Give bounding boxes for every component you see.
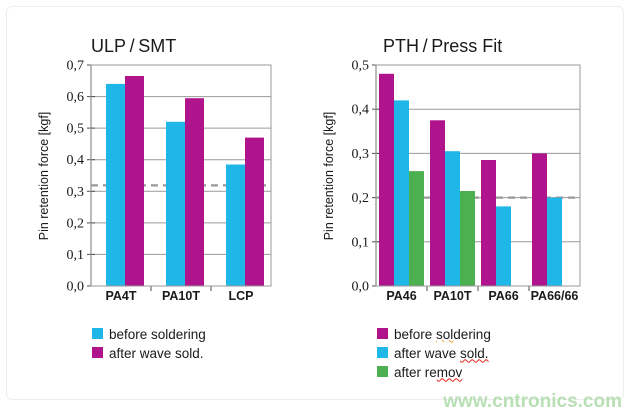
- svg-text:0,2: 0,2: [67, 216, 85, 231]
- svg-text:PA66: PA66: [488, 289, 518, 303]
- svg-text:0,5: 0,5: [67, 122, 85, 137]
- svg-text:PA46: PA46: [386, 289, 416, 303]
- svg-text:PA10T: PA10T: [434, 289, 472, 303]
- svg-text:Pin retention force [kgf]: Pin retention force [kgf]: [37, 112, 51, 241]
- svg-text:0,3: 0,3: [352, 147, 370, 162]
- svg-text:0,1: 0,1: [67, 248, 85, 263]
- svg-text:LCP: LCP: [229, 289, 254, 303]
- svg-text:PA66/66: PA66/66: [531, 289, 579, 303]
- svg-text:0,0: 0,0: [352, 280, 370, 295]
- svg-text:0,4: 0,4: [67, 153, 85, 168]
- svg-text:0,6: 0,6: [67, 90, 85, 105]
- svg-text:PA10T: PA10T: [162, 289, 200, 303]
- svg-text:0,3: 0,3: [67, 185, 85, 200]
- svg-text:PA4T: PA4T: [105, 289, 136, 303]
- svg-text:0,0: 0,0: [67, 280, 85, 295]
- svg-text:0,2: 0,2: [352, 191, 370, 206]
- svg-text:0,1: 0,1: [352, 235, 370, 250]
- svg-text:Pin retention force [kgf]: Pin retention force [kgf]: [322, 112, 336, 241]
- svg-text:0,4: 0,4: [352, 103, 370, 118]
- svg-text:0,5: 0,5: [352, 59, 370, 74]
- svg-text:0,7: 0,7: [67, 59, 85, 74]
